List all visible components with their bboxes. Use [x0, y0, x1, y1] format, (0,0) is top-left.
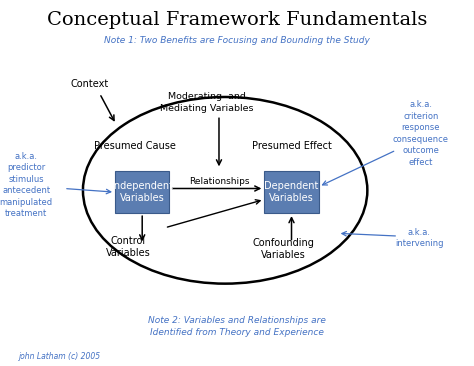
Text: Dependent
Variables: Dependent Variables [264, 181, 319, 203]
Text: Context: Context [71, 79, 109, 89]
Text: a.k.a.
predictor
stimulus
antecedent
manipulated
treatment: a.k.a. predictor stimulus antecedent man… [0, 152, 53, 218]
Text: Control
Variables: Control Variables [106, 236, 150, 258]
FancyBboxPatch shape [115, 171, 169, 213]
Text: Independent
Variables: Independent Variables [111, 181, 173, 203]
Text: Presumed Cause: Presumed Cause [94, 141, 176, 152]
Text: Note 2: Variables and Relationships are
Identified from Theory and Experience: Note 2: Variables and Relationships are … [148, 316, 326, 337]
Text: Moderating  and
Mediating Variables: Moderating and Mediating Variables [160, 93, 254, 112]
Text: Conceptual Framework Fundamentals: Conceptual Framework Fundamentals [47, 11, 427, 29]
Text: a.k.a.
intervening: a.k.a. intervening [395, 228, 444, 248]
Text: a.k.a.
criterion
response
consequence
outcome
effect: a.k.a. criterion response consequence ou… [393, 100, 449, 167]
Text: Confounding
Variables: Confounding Variables [253, 238, 314, 260]
Text: john Latham (c) 2005: john Latham (c) 2005 [19, 352, 101, 361]
Text: Relationships: Relationships [189, 177, 249, 186]
FancyBboxPatch shape [264, 171, 319, 213]
Text: Note 1: Two Benefits are Focusing and Bounding the Study: Note 1: Two Benefits are Focusing and Bo… [104, 37, 370, 45]
Text: Presumed Effect: Presumed Effect [252, 141, 331, 152]
